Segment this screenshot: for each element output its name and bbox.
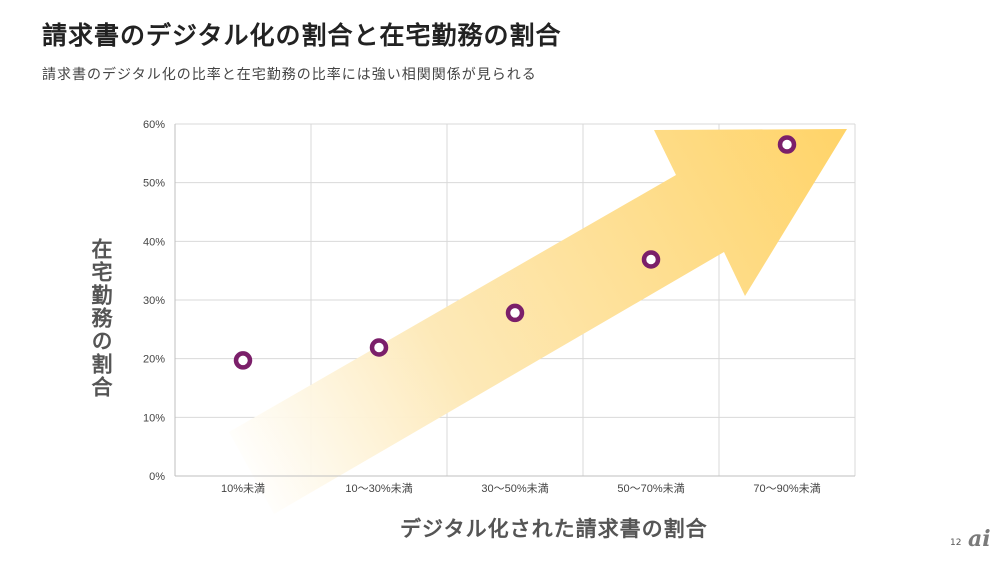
page-number: 12 (950, 538, 962, 548)
tick-labels: 0% 10% 20% 30% 40% 50% 60% 10%未満 10〜30%未満 30〜50%未… (143, 119, 821, 495)
data-point (641, 250, 661, 269)
x-axis-label: デジタル化された請求書の割合 (400, 517, 708, 541)
data-point (505, 303, 525, 323)
x-tick-label: 10%未満 (221, 482, 265, 495)
data-point (777, 135, 797, 154)
x-tick-label: 30〜50%未満 (481, 482, 548, 495)
axes (174, 124, 855, 477)
y-axis-label: 在宅勤務の割合 (89, 238, 113, 399)
x-tick-label: 10〜30%未満 (345, 482, 412, 495)
y-tick-label: 0% (149, 471, 165, 483)
data-point (233, 351, 253, 370)
y-tick-label: 20% (143, 354, 165, 366)
trend-arrow (229, 129, 847, 514)
y-tick-label: 60% (143, 119, 165, 131)
x-tick-label: 70〜90%未満 (753, 482, 820, 495)
brand-logo: ai (968, 526, 991, 552)
data-points (233, 135, 797, 370)
y-tick-label: 50% (143, 178, 165, 190)
data-point (369, 338, 389, 357)
y-tick-label: 30% (143, 295, 165, 307)
page-subtitle: 請求書のデジタル化の比率と在宅勤務の比率には強い相関関係が見られる (42, 67, 537, 83)
y-tick-label: 40% (143, 236, 165, 248)
y-tick-label: 10% (143, 412, 165, 424)
x-tick-label: 50〜70%未満 (617, 482, 684, 495)
page-title: 請求書のデジタル化の割合と在宅勤務の割合 (42, 21, 562, 50)
